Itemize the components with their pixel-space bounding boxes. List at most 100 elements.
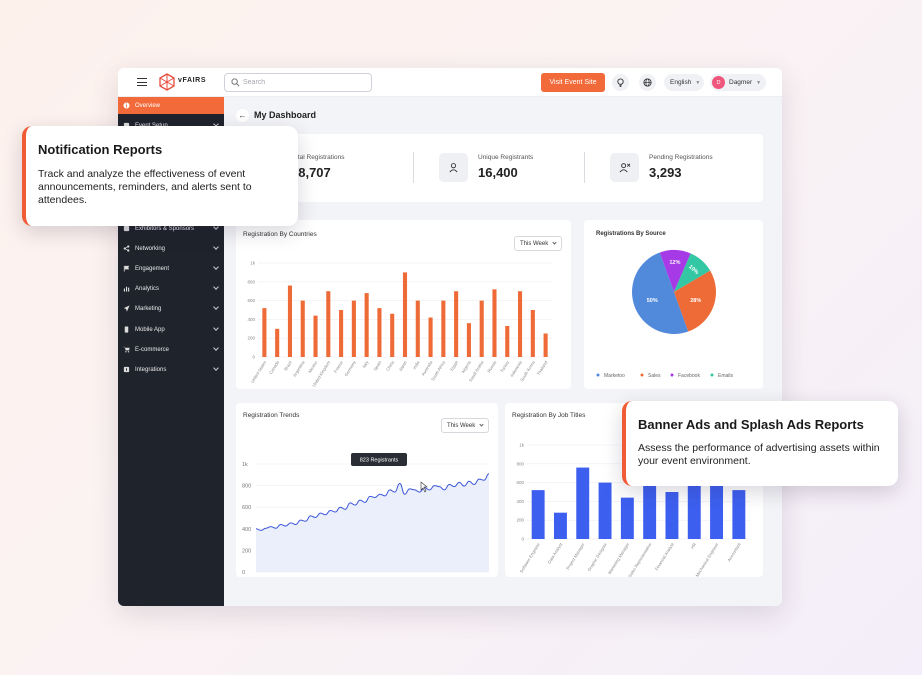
cursor-icon	[420, 481, 428, 493]
x-tick-label: Italy	[361, 359, 370, 369]
language-globe-button[interactable]	[639, 74, 656, 91]
period-select[interactable]: This Week	[514, 236, 563, 251]
bar	[576, 467, 590, 539]
x-tick-label: Russia	[486, 359, 497, 373]
pie-slice-label: 12%	[669, 260, 680, 266]
x-tick-label: Data Analyst	[547, 541, 564, 564]
y-tick-label: 800	[247, 279, 255, 284]
tooltip-text: 823 Registrants	[360, 458, 399, 464]
sidebar-item-label: Overview	[135, 102, 161, 109]
menu-icon[interactable]	[137, 78, 147, 86]
bar	[466, 323, 471, 357]
pie-slice-label: 28%	[690, 298, 701, 304]
x-tick-label: Turkey	[499, 359, 510, 373]
x-tick-label: Marketing Manager	[607, 541, 631, 575]
card-title: Registration By Countries	[243, 231, 317, 238]
pie-slice	[674, 253, 711, 292]
stat-label: Unique Registrants	[478, 154, 534, 161]
page-title: My Dashboard	[254, 110, 317, 120]
bar	[531, 490, 545, 539]
countries-chart-card: Registration By Countries This Week 0 200…	[236, 220, 571, 389]
x-tick-label: Mexico	[307, 359, 319, 373]
x-tick-label: United States	[250, 360, 268, 384]
bar	[492, 289, 497, 357]
bar	[300, 300, 305, 357]
pie-slice	[659, 250, 691, 292]
y-tick-label: 600	[247, 298, 255, 303]
lightbulb-icon	[617, 78, 624, 87]
chevron-down-icon	[213, 325, 219, 331]
sidebar-item-networking[interactable]: Networking	[118, 240, 224, 257]
card-title: Registration By Job Titles	[512, 412, 586, 419]
visit-event-site-button[interactable]: Visit Event Site	[541, 73, 605, 92]
language-label: English	[670, 79, 692, 86]
bar	[479, 300, 484, 357]
divider	[413, 152, 414, 183]
info-icon	[123, 102, 130, 109]
x-tick-label: Project Manager	[565, 541, 586, 570]
legend-label: Sales	[648, 373, 661, 379]
sidebar-item-label: Networking	[135, 245, 166, 252]
y-tick-label: 800	[242, 484, 251, 490]
flag-icon	[123, 265, 130, 272]
x-tick-label: India	[412, 359, 421, 370]
sidebar-item-exhibitors-sponsors[interactable]: Exhibitors & Sponsors	[118, 220, 224, 237]
y-tick-label: 600	[242, 505, 251, 511]
sidebar-item-label: E-commerce	[135, 346, 170, 353]
y-tick-label: 0	[252, 355, 255, 360]
sidebar-item-label: Event Setup	[135, 123, 168, 129]
legend-label: Emails	[718, 373, 734, 379]
bar	[364, 293, 369, 357]
legend-label: Facebook	[678, 373, 700, 379]
period-select[interactable]: This Week	[441, 418, 490, 433]
sidebar-item-overview[interactable]: Overview	[118, 97, 224, 114]
bar	[598, 482, 612, 539]
trend-area	[256, 473, 489, 572]
sidebar-item-integrations[interactable]: Integrations	[118, 361, 224, 378]
user-icon	[123, 225, 130, 232]
legend-swatch	[670, 373, 674, 377]
legend-swatch	[710, 373, 714, 377]
search-input[interactable]	[243, 76, 363, 89]
sidebar-item-e-commerce[interactable]: E-commerce	[118, 341, 224, 358]
bulb-button[interactable]	[612, 74, 629, 91]
sidebar-item-mobile-app[interactable]: Mobile App	[118, 321, 224, 338]
card-title: Registrations By Source	[596, 231, 666, 237]
sidebar-item-marketing[interactable]: Marketing	[118, 300, 224, 317]
x-tick-label: Brazil	[283, 360, 293, 372]
bar	[339, 310, 344, 357]
y-tick-label: 1k	[519, 443, 525, 448]
bar	[262, 308, 267, 357]
back-arrow-icon[interactable]: ←	[236, 109, 249, 122]
bar	[517, 291, 523, 357]
language-select[interactable]: English ▼	[664, 74, 704, 91]
plug-icon	[123, 366, 130, 373]
stat-value: 18,707	[291, 165, 331, 180]
bar	[454, 291, 459, 357]
card-title: Registration Trends	[243, 412, 300, 419]
user-menu[interactable]: D Dagmer ▼	[710, 74, 766, 91]
stats-card: Total Registrations 18,707 Unique Regist…	[236, 134, 763, 202]
bar	[687, 476, 701, 539]
source-chart-card: Registrations By Source 50% 12% 10% 28% Mark…	[584, 220, 763, 389]
pie-slice-label: 50%	[647, 298, 658, 304]
job-titles-bar-chart: 0 200 400 600 800 1k Software Engineer Data Ana…	[516, 443, 750, 577]
search-box[interactable]	[224, 73, 372, 92]
x-tick-label: Germany	[343, 359, 357, 377]
bar	[620, 497, 634, 539]
sidebar-item-analytics[interactable]: Analytics	[118, 280, 224, 297]
pie-slice-label: 10%	[687, 264, 699, 276]
sidebar-item-engagement[interactable]: Engagement	[118, 260, 224, 277]
user-icon	[449, 163, 458, 173]
source-pie-chart: 50% 12% 10% 28% Marketoo Sales Facebook Emails	[596, 250, 734, 379]
stat-icon-pending	[610, 153, 639, 182]
bar	[390, 313, 395, 357]
bar	[351, 300, 356, 357]
x-tick-label: Thailand	[536, 359, 549, 376]
chevron-down-icon	[213, 345, 219, 351]
pie-slice	[674, 270, 716, 332]
x-tick-label: Spain	[372, 359, 382, 371]
bar	[732, 490, 746, 539]
bar	[326, 291, 331, 357]
globe-icon	[643, 78, 652, 87]
